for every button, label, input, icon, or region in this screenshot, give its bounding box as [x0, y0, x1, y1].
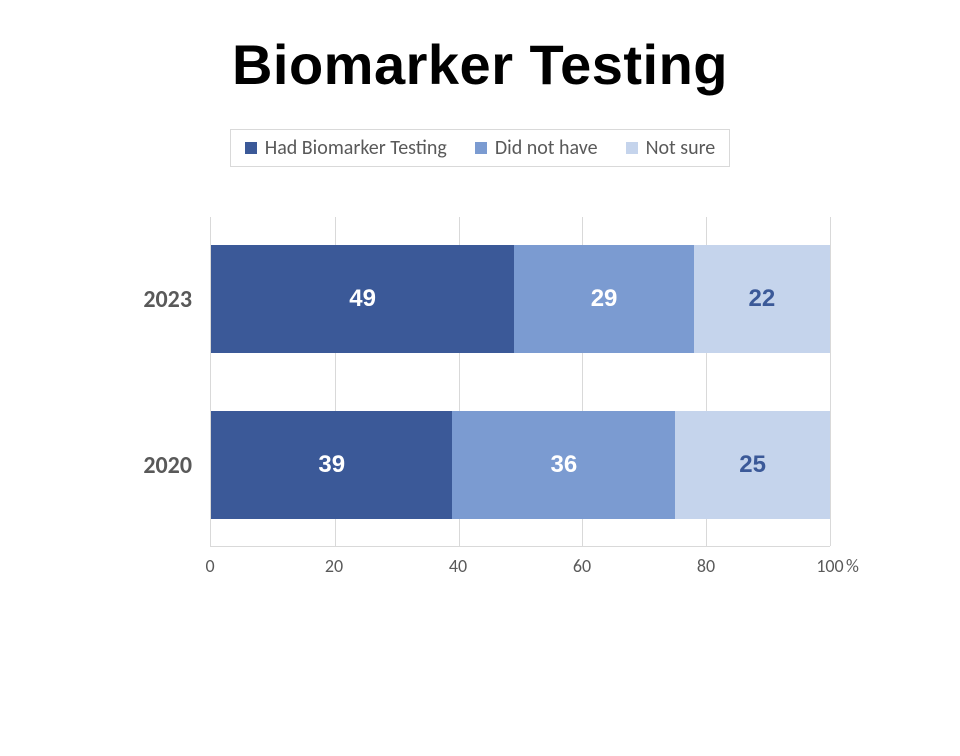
- bar-segment: 29: [514, 245, 694, 353]
- plot-area: 492922 393625: [210, 217, 830, 547]
- x-tick-label: 20: [325, 555, 343, 577]
- legend-swatch: [475, 142, 487, 154]
- legend-swatch: [245, 142, 257, 154]
- bar-segment: 39: [211, 411, 452, 519]
- legend-item: Not sure: [626, 136, 716, 160]
- plot-wrap: 492922 393625 2023 2020 0 20 40 60 80 100%: [100, 197, 860, 597]
- x-tick-label: 60: [573, 555, 591, 577]
- bar-segment: 25: [675, 411, 830, 519]
- page: Biomarker Testing Had Biomarker Testing D…: [0, 36, 960, 756]
- category-label: 2020: [143, 451, 192, 480]
- legend-label: Did not have: [495, 136, 598, 160]
- legend-swatch: [626, 142, 638, 154]
- legend-item: Had Biomarker Testing: [245, 136, 447, 160]
- x-tick-label: 80: [697, 555, 715, 577]
- bar-segment: 22: [694, 245, 830, 353]
- x-tick-label: 0: [205, 555, 214, 577]
- bar-row: 393625: [211, 411, 830, 519]
- bar-segment: 49: [211, 245, 514, 353]
- category-label: 2023: [143, 285, 192, 314]
- legend-item: Did not have: [475, 136, 598, 160]
- x-tick-label: 100: [816, 555, 843, 577]
- legend: Had Biomarker Testing Did not have Not sur…: [230, 129, 731, 167]
- bar-row: 492922: [211, 245, 830, 353]
- chart-title: Biomarker Testing: [0, 36, 960, 95]
- bar-segment: 36: [452, 411, 675, 519]
- gridline: [830, 217, 831, 546]
- legend-label: Had Biomarker Testing: [265, 136, 447, 160]
- x-tick-label: 40: [449, 555, 467, 577]
- legend-label: Not sure: [646, 136, 716, 160]
- x-unit-label: %: [846, 555, 859, 577]
